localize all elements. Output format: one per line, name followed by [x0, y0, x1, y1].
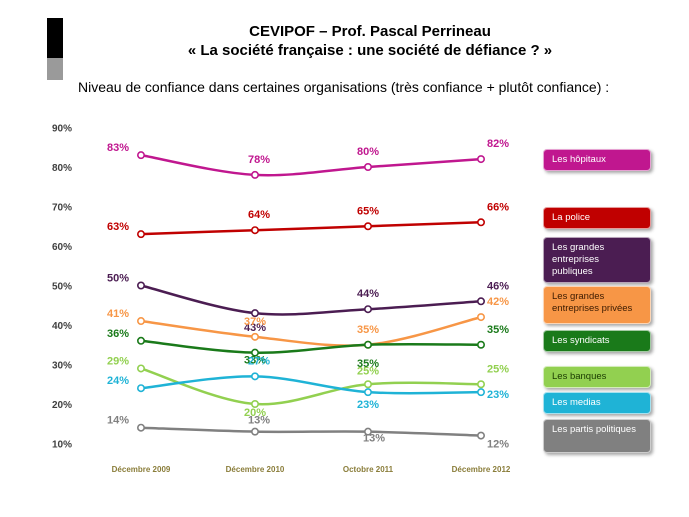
title-block: CEVIPOF – Prof. Pascal Perrineau « La so…: [160, 22, 580, 60]
legend-item: Les banques: [543, 366, 651, 388]
data-label: 63%: [107, 221, 129, 233]
data-label: 13%: [363, 433, 385, 445]
data-label: 82%: [487, 138, 509, 150]
chart-subtitle: Niveau de confiance dans certaines organ…: [78, 79, 610, 95]
data-point: [137, 281, 146, 290]
data-label: 37%: [244, 316, 266, 328]
data-point: [476, 340, 485, 349]
series-line: [140, 375, 482, 395]
data-label: 83%: [107, 142, 129, 154]
data-point: [476, 431, 485, 440]
data-point: [137, 384, 146, 393]
y-tick-label: 80%: [52, 163, 72, 174]
data-label: 64%: [248, 209, 270, 221]
legend-item: Les partis politiques: [543, 419, 651, 453]
data-point: [251, 226, 260, 235]
data-label: 20%: [244, 407, 266, 419]
series-line: [140, 153, 482, 177]
data-point: [251, 332, 260, 341]
data-point: [137, 336, 146, 345]
data-point: [251, 170, 260, 179]
y-tick-label: 90%: [52, 124, 72, 135]
title-line-2: « La société française : une société de …: [187, 42, 553, 59]
legend-item: La police: [543, 207, 651, 229]
data-label: 24%: [107, 375, 129, 387]
x-tick-label: Décembre 2010: [226, 465, 285, 474]
data-label: 35%: [357, 358, 379, 370]
data-label: 36%: [107, 328, 129, 340]
data-point: [137, 364, 146, 373]
data-point: [476, 155, 485, 164]
series-line: [140, 367, 482, 406]
data-label: 27%: [248, 355, 270, 367]
data-point: [251, 399, 260, 408]
data-label: 41%: [107, 308, 129, 320]
data-label: 14%: [107, 415, 129, 427]
data-point: [137, 230, 146, 239]
corner-bar-dark: [47, 18, 63, 58]
data-label: 42%: [487, 296, 509, 308]
data-label: 46%: [487, 280, 509, 292]
series-line: [140, 426, 482, 437]
data-label: 44%: [357, 288, 379, 300]
data-label: 25%: [357, 365, 379, 377]
x-tick-label: Décembre 2012: [452, 465, 511, 474]
title-line-1: CEVIPOF – Prof. Pascal Perrineau: [249, 23, 491, 40]
series-line: [140, 221, 482, 236]
data-point: [137, 317, 146, 326]
data-label: 43%: [244, 322, 266, 334]
data-label: 25%: [487, 363, 509, 375]
data-point: [251, 309, 260, 318]
corner-bar-grey: [47, 58, 63, 80]
data-point: [363, 427, 372, 436]
data-point: [476, 313, 485, 322]
y-tick-label: 40%: [52, 321, 72, 332]
y-tick-label: 20%: [52, 400, 72, 411]
x-tick-label: Décembre 2009: [112, 465, 171, 474]
series-line: [140, 315, 482, 347]
legend-item: Les hôpitaux: [543, 149, 651, 171]
legend-item: Les grandes entreprises publiques: [543, 237, 651, 283]
data-label: 80%: [357, 146, 379, 158]
y-tick-label: 10%: [52, 440, 72, 451]
data-label: 23%: [357, 399, 379, 411]
data-point: [137, 423, 146, 432]
y-tick-label: 30%: [52, 361, 72, 372]
data-point: [251, 348, 260, 357]
data-label: 66%: [487, 201, 509, 213]
data-point: [363, 340, 372, 349]
data-point: [476, 388, 485, 397]
data-point: [363, 305, 372, 314]
data-label: 65%: [357, 205, 379, 217]
legend-item: Les grandes entreprises privées: [543, 286, 651, 324]
data-label: 35%: [357, 324, 379, 336]
data-label: 50%: [107, 273, 129, 285]
data-label: 33%: [244, 355, 266, 367]
data-point: [137, 151, 146, 160]
x-tick-label: Octobre 2011: [343, 465, 394, 474]
data-point: [476, 218, 485, 227]
data-point: [476, 380, 485, 389]
series-line: [140, 284, 482, 316]
data-label: 29%: [107, 355, 129, 367]
data-point: [251, 372, 260, 381]
series-line: [140, 339, 482, 354]
data-label: 12%: [487, 439, 509, 451]
data-point: [251, 427, 260, 436]
data-point: [363, 388, 372, 397]
data-label: 78%: [248, 154, 270, 166]
data-point: [363, 380, 372, 389]
data-label: 13%: [248, 415, 270, 427]
legend-item: Les medias: [543, 392, 651, 414]
data-point: [476, 297, 485, 306]
data-label: 23%: [487, 389, 509, 401]
legend-item: Les syndicats: [543, 330, 651, 352]
data-label: 35%: [487, 324, 509, 336]
y-tick-label: 70%: [52, 203, 72, 214]
y-tick-label: 60%: [52, 242, 72, 253]
y-tick-label: 50%: [52, 282, 72, 293]
data-point: [363, 163, 372, 172]
data-point: [363, 222, 372, 231]
